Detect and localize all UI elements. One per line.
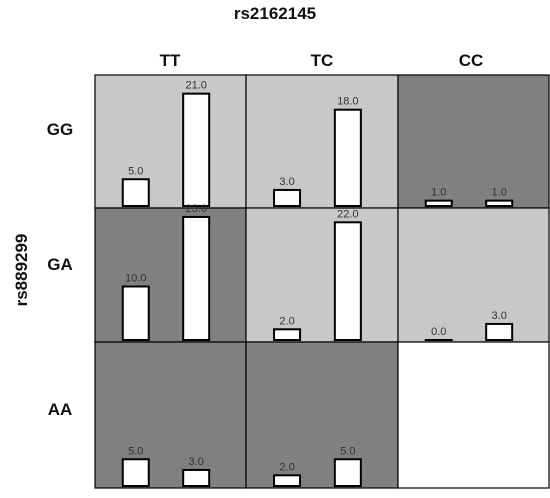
cell-ga-cc [397,207,550,343]
row-label-ga: GA [47,255,73,274]
cell-gg-tc [245,74,399,209]
data-label-gg-tt-2: 21.0 [185,80,206,92]
cell-aa-tc [245,341,399,489]
bar-aa-tt-1 [121,458,150,487]
data-label-aa-tt-2: 3.0 [189,456,204,468]
bar-ga-tt-1 [121,285,150,341]
bar-aa-tc-2 [333,458,362,487]
data-label-aa-tc-1: 2.0 [279,461,294,473]
column-axis-title: rs2162145 [233,4,317,23]
cell-gg-tt [94,74,247,209]
data-label-gg-tc-1: 3.0 [279,176,294,188]
bar-ga-tt-2 [182,215,211,341]
bar-ga-tc-2 [333,221,362,341]
bar-gg-tc-2 [333,108,362,207]
cell-gg-cc [397,74,550,209]
cell-aa-cc [397,341,550,489]
cell-ga-tt [94,207,247,343]
data-label-gg-cc-2: 1.0 [492,187,507,199]
data-label-aa-tt-1: 5.0 [128,445,143,457]
column-label-cc: CC [458,51,484,70]
data-label-aa-tc-2: 5.0 [340,445,355,457]
data-label-ga-tc-1: 2.0 [279,315,294,327]
cell-aa-tt [94,341,247,489]
bar-aa-tt-2 [182,468,211,488]
bar-ga-tc-1 [273,328,302,341]
row-label-aa: AA [47,400,73,419]
bar-aa-tc-1 [273,474,302,487]
data-label-gg-cc-1: 1.0 [431,187,446,199]
data-label-ga-cc-1: 0.0 [431,326,446,338]
column-label-tc: TC [310,51,334,70]
bar-gg-tt-1 [121,178,150,207]
data-label-ga-tt-1: 10.0 [125,273,146,285]
column-label-tt: TT [159,51,181,70]
row-label-gg: GG [46,120,74,139]
cell-ga-tc [245,207,399,343]
data-label-ga-cc-2: 3.0 [492,310,507,322]
bar-ga-cc-2 [485,322,514,342]
data-label-ga-tt-2: 23.0 [185,203,206,215]
data-label-ga-tc-2: 22.0 [337,208,358,220]
bar-gg-tt-2 [182,92,211,207]
data-label-gg-tc-2: 18.0 [337,96,358,108]
bar-gg-cc-1 [424,199,453,207]
data-label-gg-tt-1: 5.0 [128,165,143,177]
bar-gg-tc-1 [273,188,302,207]
bar-gg-cc-2 [485,199,514,207]
